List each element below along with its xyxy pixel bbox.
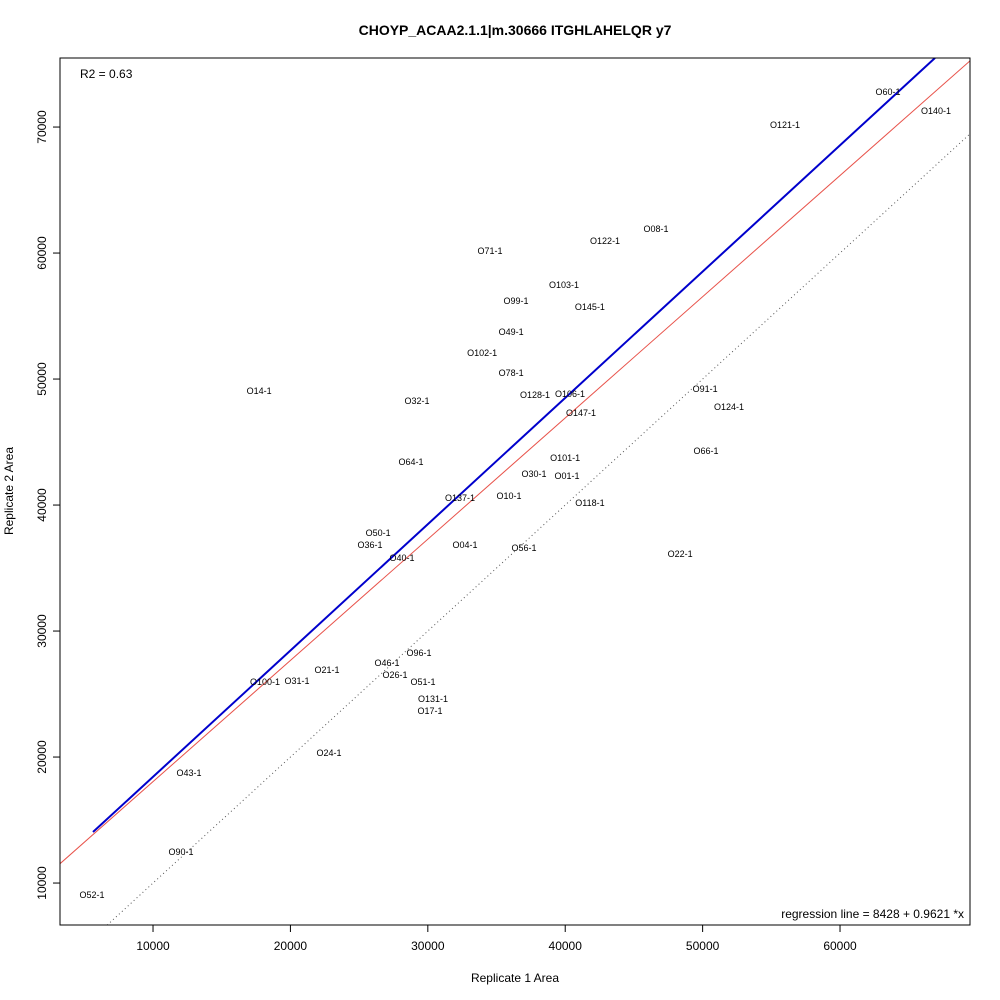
point-label: O102-1 — [467, 348, 497, 358]
point-label: O21-1 — [314, 665, 339, 675]
x-tick-label: 20000 — [274, 939, 308, 953]
point-label: O121-1 — [770, 120, 800, 130]
y-tick-label: 30000 — [35, 614, 49, 648]
point-label: O137-1 — [445, 493, 475, 503]
point-label: O96-1 — [407, 648, 432, 658]
y-axis-title: Replicate 2 Area — [2, 447, 16, 535]
point-label: O36-1 — [357, 540, 382, 550]
x-tick-label: 40000 — [549, 939, 583, 953]
point-label: O52-1 — [80, 890, 105, 900]
regression-line — [60, 60, 970, 865]
point-label: O66-1 — [694, 446, 719, 456]
point-label: O64-1 — [399, 457, 424, 467]
point-label: O60-1 — [875, 87, 900, 97]
point-label: O101-1 — [550, 453, 580, 463]
x-axis-title: Replicate 1 Area — [471, 971, 559, 985]
y-tick-label: 70000 — [35, 110, 49, 144]
x-tick-label: 30000 — [411, 939, 445, 953]
identity-line — [106, 133, 970, 925]
point-label: O04-1 — [453, 540, 478, 550]
point-label: O100-1 — [250, 677, 280, 687]
point-label: O122-1 — [590, 236, 620, 246]
point-label: O43-1 — [177, 768, 202, 778]
point-label: O40-1 — [389, 553, 414, 563]
point-label: O145-1 — [575, 302, 605, 312]
x-tick-label: 10000 — [136, 939, 170, 953]
plot-frame — [59, 57, 971, 926]
point-label: O24-1 — [317, 748, 342, 758]
point-label: O90-1 — [169, 847, 194, 857]
point-label: O124-1 — [714, 402, 744, 412]
regression-annotation: regression line = 8428 + 0.9621 *x — [781, 907, 964, 921]
point-label: O131-1 — [418, 694, 448, 704]
point-label: O140-1 — [921, 106, 951, 116]
point-label: O128-1 — [520, 390, 550, 400]
y-tick-label: 40000 — [35, 488, 49, 522]
y-tick-label: 20000 — [35, 740, 49, 774]
point-label: O08-1 — [644, 224, 669, 234]
point-label: O91-1 — [693, 384, 718, 394]
x-tick-label: 60000 — [823, 939, 857, 953]
chart-title: CHOYP_ACAA2.1.1|m.30666 ITGHLAHELQR y7 — [359, 22, 672, 38]
r2-annotation: R2 = 0.63 — [80, 67, 133, 81]
fit-line — [92, 58, 936, 833]
point-label: O49-1 — [499, 327, 524, 337]
point-label: O14-1 — [247, 386, 272, 396]
point-label: O51-1 — [411, 677, 436, 687]
point-label: O30-1 — [522, 469, 547, 479]
point-label: O26-1 — [382, 670, 407, 680]
point-label: O46-1 — [375, 658, 400, 668]
point-label: O103-1 — [549, 280, 579, 290]
point-label: O118-1 — [575, 498, 604, 508]
y-tick-label: 60000 — [35, 236, 49, 270]
y-tick-label: 10000 — [35, 866, 49, 900]
point-label: O78-1 — [499, 368, 524, 378]
y-tick-label: 50000 — [35, 362, 49, 396]
point-label: O50-1 — [366, 528, 391, 538]
point-label: O56-1 — [511, 543, 536, 553]
point-label: O147-1 — [566, 408, 596, 418]
point-label: O106-1 — [555, 389, 585, 399]
point-label: O17-1 — [418, 706, 443, 716]
point-label: O71-1 — [478, 246, 503, 256]
point-label: O01-1 — [554, 471, 579, 481]
point-label: O10-1 — [497, 491, 522, 501]
x-tick-label: 50000 — [686, 939, 720, 953]
point-label: O31-1 — [285, 676, 310, 686]
point-label: O22-1 — [668, 549, 693, 559]
point-label: O32-1 — [404, 396, 429, 406]
point-label: O99-1 — [504, 296, 529, 306]
